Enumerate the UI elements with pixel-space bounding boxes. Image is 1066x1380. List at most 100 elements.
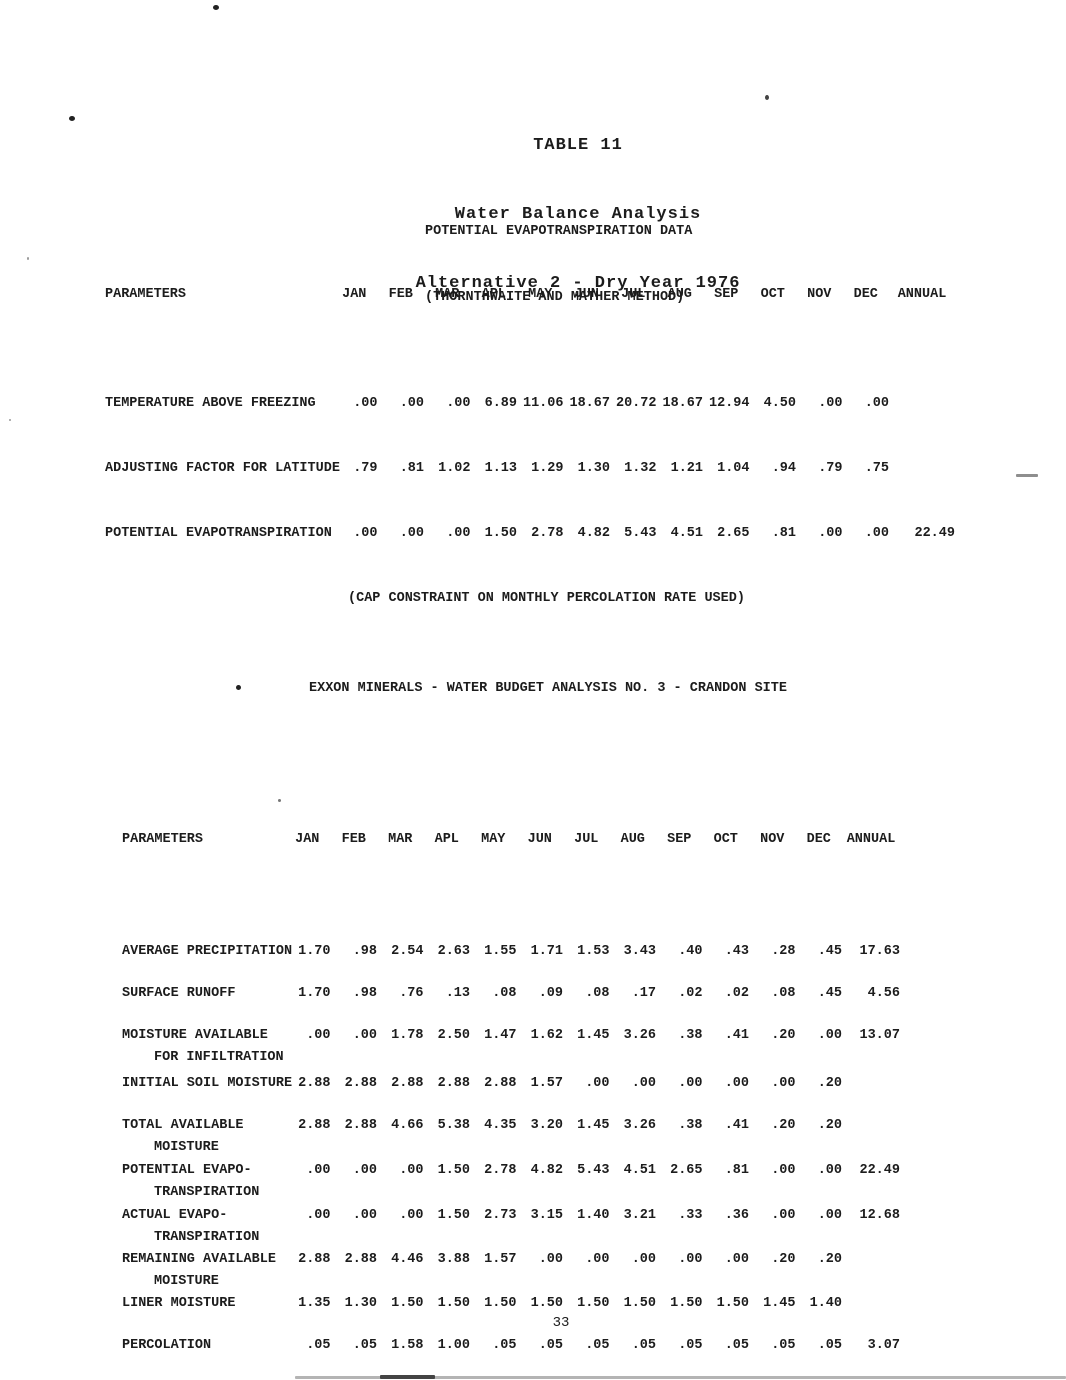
value-cell: .79 (818, 461, 843, 476)
table-row-line: MOISTURE (122, 1271, 900, 1293)
value-cell: .00 (771, 1163, 796, 1178)
column-header: MAR (388, 832, 413, 847)
value-cell: 2.88 (298, 1252, 331, 1267)
row-label-line2: MOISTURE (154, 1274, 219, 1289)
value-cell: .98 (352, 986, 377, 1001)
value-cell: 1.40 (809, 1296, 842, 1311)
value-cell: .38 (678, 1118, 703, 1133)
value-cell: .02 (724, 986, 749, 1001)
value-cell: 4.51 (670, 526, 703, 541)
value-cell: .05 (585, 1338, 610, 1353)
value-cell: .38 (678, 1028, 703, 1043)
value-cell: 5.43 (577, 1163, 610, 1178)
row-label: AVERAGE PRECIPITATION (122, 944, 293, 959)
value-cell: .00 (678, 1252, 703, 1267)
column-header: NOV (760, 832, 785, 847)
value-cell: .02 (678, 986, 703, 1001)
table-row-line: TRANSPIRATION (122, 1227, 900, 1249)
subtitle-line-1: POTENTIAL EVAPOTRANSPIRATION DATA (425, 224, 693, 239)
table-row-line: SURFACE RUNOFF 1.70 .98 .76 .13 .08 .09 .08 .17.… (122, 983, 900, 1005)
value-cell: 1.45 (577, 1028, 610, 1043)
value-cell: 1.02 (438, 461, 471, 476)
scan-dash-artifact (1016, 474, 1038, 477)
annual-cell (889, 393, 955, 415)
value-cell: .00 (538, 1252, 563, 1267)
value-cell: 2.88 (344, 1076, 377, 1091)
value-cell: 5.43 (624, 526, 657, 541)
annual-cell: 4.56 (867, 986, 900, 1001)
cap-constraint-note: (CAP CONSTRAINT ON MONTHLY PERCOLATION R… (348, 591, 745, 606)
table-row-line: POTENTIAL EVAPOTRANSPIRATION .00 .00 .00 1.5… (105, 523, 955, 545)
value-cell: .76 (399, 986, 424, 1001)
value-cell: .00 (864, 526, 889, 541)
value-cell: 1.50 (484, 1296, 517, 1311)
table-row: LINER MOISTURE 1.35 1.30 1.50 1.50 1.50 1.50 1.… (122, 1293, 900, 1315)
value-cell: 1.57 (530, 1076, 563, 1091)
annual-cell (842, 1073, 900, 1095)
value-cell: .00 (864, 396, 889, 411)
annual-cell (842, 1293, 900, 1315)
value-cell: 1.78 (391, 1028, 424, 1043)
scan-speckle (213, 5, 219, 10)
section-heading: EXXON MINERALS - WATER BUDGET ANALYSIS N… (309, 681, 787, 696)
value-cell: .05 (306, 1338, 331, 1353)
row-label: TEMPERATURE ABOVE FREEZING (105, 396, 316, 411)
value-cell: .00 (817, 1163, 842, 1178)
table-row-line: PERCOLATION .05 .05 1.58 1.00 .05 .05 .05 .05 .05… (122, 1335, 900, 1357)
value-cell: 1.21 (670, 461, 703, 476)
column-header: OCT (760, 287, 785, 302)
value-cell: 1.50 (577, 1296, 610, 1311)
table-row: TOTAL AVAILABLE 2.88 2.88 4.66 5.38 4.35 3.20 1… (122, 1115, 900, 1159)
value-cell: 2.78 (484, 1163, 517, 1178)
value-cell: 1.50 (716, 1296, 749, 1311)
value-cell: .00 (817, 1028, 842, 1043)
page-number: 33 (552, 1315, 570, 1331)
column-header: JAN (342, 287, 367, 302)
value-cell: .08 (585, 986, 610, 1001)
value-cell: .20 (771, 1252, 796, 1267)
table-subtitle: POTENTIAL EVAPOTRANSPIRATION DATA (THORN… (425, 177, 692, 331)
value-cell: 2.88 (391, 1076, 424, 1091)
value-cell: 12.94 (708, 396, 750, 411)
table-row-line: ACTUAL EVAPO- .00 .00 .00 1.50 2.73 3.15 1.40 3.… (122, 1205, 900, 1227)
table-header-row: PARAMETERS JAN FEB MAR APL MAY JUN JUL AUG SEP OCT… (122, 829, 900, 851)
column-header: FEB (388, 287, 413, 302)
value-cell: 1.29 (531, 461, 564, 476)
value-cell: 2.88 (298, 1118, 331, 1133)
annual-cell: 13.07 (859, 1028, 900, 1043)
value-cell: 1.50 (437, 1163, 470, 1178)
column-header: JUN (574, 287, 599, 302)
value-cell: .81 (399, 461, 424, 476)
value-cell: 1.58 (391, 1338, 424, 1353)
title-line-2: Water Balance Analysis (454, 205, 702, 224)
column-header: JAN (295, 832, 320, 847)
value-cell: .00 (585, 1252, 610, 1267)
row-label-line2: MOISTURE (154, 1140, 219, 1155)
value-cell: .00 (399, 1208, 424, 1223)
value-cell: 4.66 (391, 1118, 424, 1133)
value-cell: .00 (724, 1252, 749, 1267)
value-cell: 1.70 (298, 986, 331, 1001)
value-cell: .00 (818, 526, 843, 541)
value-cell: 1.50 (437, 1296, 470, 1311)
value-cell: 2.88 (344, 1118, 377, 1133)
value-cell: .20 (817, 1252, 842, 1267)
table-row: TEMPERATURE ABOVE FREEZING .00 .00 .00 6.89 1… (105, 393, 955, 415)
value-cell: .33 (678, 1208, 703, 1223)
value-cell: 2.63 (437, 944, 470, 959)
value-cell: .00 (631, 1252, 656, 1267)
value-cell: .00 (399, 1163, 424, 1178)
value-cell: .00 (353, 526, 378, 541)
value-cell: .17 (631, 986, 656, 1001)
value-cell: 3.20 (530, 1118, 563, 1133)
value-cell: .00 (817, 1208, 842, 1223)
value-cell: .00 (446, 396, 471, 411)
table-row-line: LINER MOISTURE 1.35 1.30 1.50 1.50 1.50 1.50 1.… (122, 1293, 900, 1315)
value-cell: .41 (724, 1118, 749, 1133)
value-cell: 4.82 (577, 526, 610, 541)
value-cell: .05 (538, 1338, 563, 1353)
value-cell: .00 (352, 1208, 377, 1223)
column-header: OCT (713, 832, 738, 847)
column-header: SEP (667, 832, 692, 847)
column-header: DEC (853, 287, 878, 302)
